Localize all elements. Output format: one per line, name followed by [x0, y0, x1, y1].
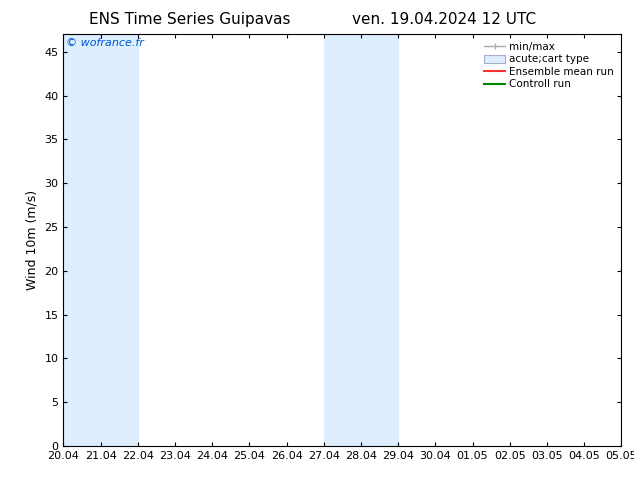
Text: ENS Time Series Guipavas: ENS Time Series Guipavas	[89, 12, 291, 27]
Bar	[63, 34, 138, 446]
Bar	[324, 34, 398, 446]
Legend: min/max, acute;cart type, Ensemble mean run, Controll run: min/max, acute;cart type, Ensemble mean …	[482, 40, 616, 92]
Text: © wofrance.fr: © wofrance.fr	[66, 38, 144, 49]
Text: ven. 19.04.2024 12 UTC: ven. 19.04.2024 12 UTC	[352, 12, 536, 27]
Y-axis label: Wind 10m (m/s): Wind 10m (m/s)	[26, 190, 39, 290]
Bar	[621, 34, 634, 446]
